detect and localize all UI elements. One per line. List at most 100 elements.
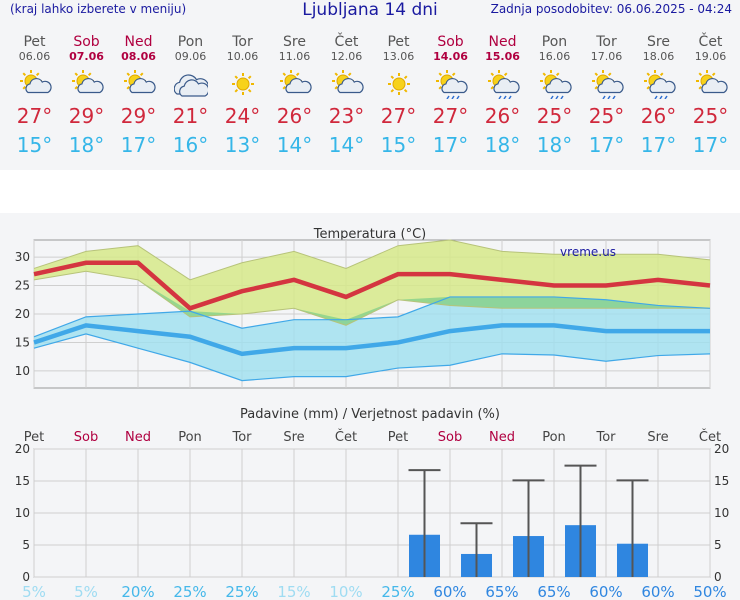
sun-rain-icon <box>425 69 477 99</box>
y-tick-label-left: 10 <box>15 506 30 520</box>
day-name: Pon <box>541 34 568 50</box>
day-date: 07.06 <box>69 50 104 63</box>
day-name: Sob <box>437 34 464 50</box>
probability-label: 20% <box>121 583 154 600</box>
max-lower-line <box>33 270 710 326</box>
day-name: Pon <box>177 34 204 50</box>
day-label: Pon <box>542 430 566 445</box>
probability-label: 65% <box>537 583 570 600</box>
sun-rain-icon <box>581 69 633 99</box>
day-label: Sre <box>647 430 668 445</box>
day-date: 17.06 <box>590 50 623 63</box>
day-label: Tor <box>231 430 252 445</box>
day-forecast: Čet 12.06 23° 14° <box>321 34 373 157</box>
day-label: Pet <box>388 430 408 445</box>
y-tick-label-left: 20 <box>15 442 30 456</box>
day-date: 12.06 <box>330 50 363 63</box>
y-tick-label: 20 <box>15 307 30 321</box>
page-title: Ljubljana 14 dni <box>302 0 438 20</box>
max-temperature: 26° <box>484 104 521 128</box>
day-forecast: Sre 11.06 26° 14° <box>269 34 321 157</box>
probability-label: 60% <box>589 583 622 600</box>
day-forecast: Tor 17.06 25° 17° <box>581 34 633 157</box>
max-temperature: 26° <box>640 104 677 128</box>
day-label: Ned <box>489 430 515 445</box>
day-name: Čet <box>334 34 359 50</box>
day-date: 19.06 <box>694 50 727 63</box>
day-name: Pet <box>23 34 46 50</box>
min-temperature: 14° <box>328 133 365 157</box>
day-forecast: Pet 13.06 27° 15° <box>373 34 425 157</box>
day-label: Ned <box>125 430 151 445</box>
sun-rain-icon <box>477 69 529 99</box>
probability-label: 60% <box>641 583 674 600</box>
probability-label: 5% <box>74 583 98 600</box>
sun-cloud-icon <box>9 69 61 99</box>
max-temperature: 27° <box>16 104 53 128</box>
day-date: 10.06 <box>226 50 259 63</box>
min-temperature: 17° <box>692 133 729 157</box>
forecast-charts: Temperatura (°C) 10 15 20 25 30 vreme.us Padavi… <box>15 227 730 600</box>
day-date: 16.06 <box>538 50 571 63</box>
min-temperature-band <box>34 296 710 381</box>
max-temperature: 25° <box>588 104 625 128</box>
y-tick-label-right: 15 <box>714 474 729 488</box>
min-temperature: 15° <box>16 133 53 157</box>
day-forecast: Ned 15.06 26° 18° <box>477 34 529 157</box>
day-name: Pet <box>387 34 410 50</box>
day-name: Tor <box>232 34 253 50</box>
y-tick-label-right: 10 <box>714 506 729 520</box>
min-temperature: 17° <box>640 133 677 157</box>
day-date: 18.06 <box>642 50 675 63</box>
day-forecast: Sob 14.06 27° 17° <box>425 34 477 157</box>
probability-label: 5% <box>22 583 46 600</box>
probability-label: 25% <box>173 583 206 600</box>
max-temperature: 27° <box>380 104 417 128</box>
sun-cloud-icon <box>685 69 737 99</box>
day-label: Sre <box>283 430 304 445</box>
day-date: 13.06 <box>382 50 415 63</box>
day-label: Pet <box>24 430 44 445</box>
y-tick-label-left: 5 <box>22 538 30 552</box>
min-temperature: 13° <box>224 133 261 157</box>
max-temperature: 24° <box>224 104 261 128</box>
max-temperature: 26° <box>276 104 313 128</box>
min-temperature: 17° <box>120 133 157 157</box>
day-forecast: Čet 19.06 25° 17° <box>685 34 737 157</box>
day-label: Čet <box>335 429 357 445</box>
day-forecast: Pon 16.06 25° 18° <box>529 34 581 157</box>
day-forecast: Sre 18.06 26° 17° <box>633 34 685 157</box>
max-temperature: 25° <box>692 104 729 128</box>
min-temperature-line <box>33 323 710 357</box>
day-date: 15.06 <box>485 50 520 63</box>
sun-cloud-icon <box>269 69 321 99</box>
separator-space <box>0 170 740 213</box>
sun-icon <box>373 69 425 99</box>
y-tick-label: 30 <box>15 250 30 264</box>
max-temperature: 29° <box>68 104 105 128</box>
cloud-icon <box>165 69 217 99</box>
y-tick-label: 10 <box>15 364 30 378</box>
probability-label: 25% <box>225 583 258 600</box>
max-temperature: 23° <box>328 104 365 128</box>
day-forecast: Ned 08.06 29° 17° <box>113 34 165 157</box>
max-temperature-line <box>33 260 711 311</box>
probability-label: 50% <box>693 583 726 600</box>
temperature-chart-title: Temperatura (°C) <box>313 227 426 242</box>
sun-cloud-icon <box>113 69 165 99</box>
max-upper-line <box>33 239 711 281</box>
day-name: Sob <box>73 34 100 50</box>
y-tick-label-right: 5 <box>714 538 722 552</box>
probability-label: 25% <box>381 583 414 600</box>
min-temperature: 16° <box>172 133 209 157</box>
min-temperature: 18° <box>68 133 105 157</box>
day-label: Tor <box>595 430 616 445</box>
min-temperature: 17° <box>588 133 625 157</box>
probability-label: 15% <box>277 583 310 600</box>
probability-label: 10% <box>329 583 362 600</box>
max-temperature: 21° <box>172 104 209 128</box>
day-name: Čet <box>698 34 723 50</box>
day-forecast: Pet 06.06 27° 15° <box>9 34 61 157</box>
max-temperature: 25° <box>536 104 573 128</box>
day-name: Ned <box>124 34 153 50</box>
